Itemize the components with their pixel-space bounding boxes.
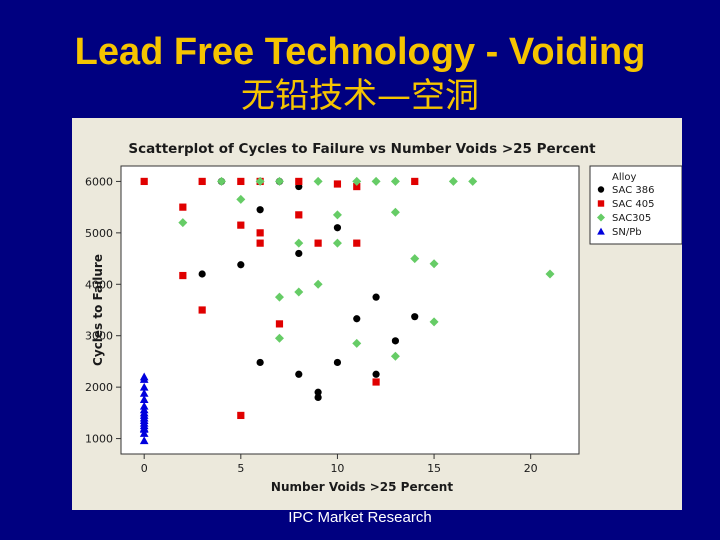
x-tick-label: 10 — [330, 462, 344, 475]
data-point-circle — [314, 388, 322, 396]
y-tick-label: 4000 — [85, 278, 113, 291]
scatter-chart: Scatterplot of Cycles to Failure vs Numb… — [85, 141, 682, 494]
data-point-diamond — [429, 317, 439, 327]
y-tick-label: 3000 — [85, 330, 113, 343]
data-point-circle — [333, 224, 342, 232]
x-tick-label: 20 — [524, 462, 538, 475]
data-point-diamond — [313, 176, 323, 186]
y-tick-label: 2000 — [85, 381, 113, 394]
data-point-circle — [411, 313, 419, 321]
axis-ticks: 0 5 10 15 20 1000 2000 3000 4000 5000 6000 — [85, 175, 538, 475]
data-point-circle — [237, 261, 245, 269]
data-point-square — [237, 177, 245, 186]
data-point-diamond — [352, 338, 362, 348]
footer-source: IPC Market Research — [288, 509, 432, 526]
data-point-circle — [256, 206, 264, 214]
data-point-circle — [372, 293, 380, 301]
data-point-diamond — [236, 194, 246, 204]
y-axis-label: Cycles to Failure — [91, 254, 105, 366]
x-tick-label: 0 — [141, 462, 148, 475]
legend: Alloy SAC 386 SAC 405 SAC305 SN/Pb — [597, 172, 654, 238]
legend-label: SAC 405 — [612, 199, 654, 210]
data-point-circle — [295, 249, 303, 258]
data-point-triangle — [139, 388, 149, 397]
data-point-square — [140, 177, 148, 186]
data-point-diamond — [216, 176, 226, 186]
legend-marker — [597, 200, 605, 207]
data-point-triangle — [139, 395, 149, 403]
data-point-diamond — [429, 259, 439, 269]
chart-panel: Scatterplot of Cycles to Failure vs Numb… — [72, 118, 682, 510]
data-point-square — [237, 221, 245, 229]
data-point-diamond — [313, 279, 323, 289]
plot-area — [120, 165, 580, 455]
data-point-diamond — [352, 176, 362, 186]
data-point-diamond — [371, 176, 381, 186]
data-point-circle — [198, 270, 206, 278]
y-tick-label: 6000 — [85, 175, 113, 188]
data-point-square — [198, 306, 206, 314]
data-point-diamond — [390, 351, 400, 361]
data-point-square — [237, 411, 245, 420]
data-point-diamond — [390, 207, 400, 217]
slide-title: Lead Free Technology - Voiding — [74, 31, 646, 73]
y-tick-label: 1000 — [85, 433, 113, 446]
data-point-square — [179, 203, 187, 211]
data-point-square — [353, 182, 361, 191]
x-axis-label: Number Voids >25 Percent — [271, 480, 453, 494]
chart-title: Scatterplot of Cycles to Failure vs Numb… — [128, 141, 596, 157]
legend-box — [589, 165, 682, 245]
data-point-diamond — [178, 218, 188, 228]
data-point-square — [295, 177, 303, 186]
data-point-square — [275, 320, 284, 328]
legend-label: SN/Pb — [612, 227, 642, 238]
data-point-triangle — [139, 424, 149, 433]
legend-title: Alloy — [612, 172, 637, 183]
data-point-diamond — [294, 287, 304, 297]
data-points — [139, 176, 555, 445]
data-point-diamond — [468, 176, 478, 186]
legend-marker — [597, 227, 605, 235]
data-point-triangle — [139, 436, 149, 445]
data-point-diamond — [274, 292, 284, 302]
data-point-diamond — [274, 333, 284, 343]
data-point-square — [179, 271, 187, 280]
data-point-square — [256, 239, 264, 247]
data-point-square — [372, 378, 380, 386]
data-point-circle — [314, 393, 322, 402]
data-point-triangle — [139, 382, 149, 391]
data-point-square — [198, 177, 206, 186]
data-point-circle — [256, 358, 264, 367]
data-point-square — [295, 211, 303, 219]
y-tick-label: 5000 — [85, 227, 113, 240]
legend-label: SAC 386 — [612, 185, 654, 196]
legend-marker — [597, 186, 605, 193]
legend-label: SAC305 — [612, 213, 651, 224]
data-point-circle — [353, 315, 361, 323]
x-tick-label: 5 — [237, 462, 244, 475]
data-point-diamond — [545, 269, 555, 279]
data-point-square — [333, 180, 342, 188]
data-point-triangle — [139, 429, 149, 437]
data-point-circle — [333, 358, 342, 367]
data-point-diamond — [448, 176, 458, 186]
data-point-square — [314, 239, 322, 247]
data-point-diamond — [332, 238, 342, 248]
data-point-square — [353, 239, 361, 247]
data-point-circle — [295, 370, 303, 378]
data-point-diamond — [332, 210, 342, 220]
x-tick-label: 15 — [427, 462, 441, 475]
legend-marker — [597, 213, 605, 222]
data-point-diamond — [274, 176, 284, 186]
data-point-circle — [372, 370, 380, 378]
data-point-diamond — [294, 238, 304, 248]
slide-subtitle: 无铅技术—空洞 — [241, 76, 479, 116]
data-point-circle — [391, 337, 400, 345]
data-point-square — [411, 177, 419, 186]
data-point-square — [256, 229, 264, 237]
data-point-triangle — [139, 375, 149, 383]
data-point-diamond — [390, 176, 400, 186]
